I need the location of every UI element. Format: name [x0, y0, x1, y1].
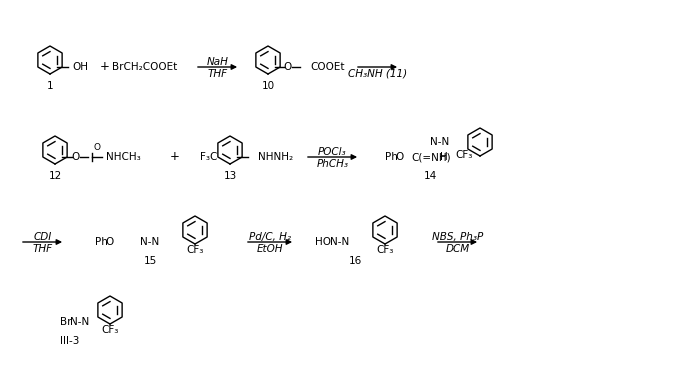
- Text: BrCH₂COOEt: BrCH₂COOEt: [113, 62, 178, 72]
- Text: NHNH₂: NHNH₂: [258, 152, 293, 162]
- Text: 14: 14: [424, 171, 437, 181]
- Text: C(=NH): C(=NH): [411, 152, 451, 162]
- Text: 1: 1: [47, 81, 53, 91]
- Text: Pd/C, H₂
EtOH: Pd/C, H₂ EtOH: [249, 232, 291, 254]
- Text: O: O: [72, 152, 80, 162]
- Text: OH: OH: [72, 62, 88, 72]
- Text: O: O: [94, 142, 101, 152]
- Text: 12: 12: [48, 171, 62, 181]
- Text: N-N: N-N: [71, 317, 89, 327]
- Text: +: +: [100, 60, 110, 73]
- Text: HO: HO: [315, 237, 331, 247]
- Text: Br: Br: [60, 317, 71, 327]
- Text: Ph: Ph: [95, 237, 108, 247]
- Text: CH₃NH (11): CH₃NH (11): [348, 69, 407, 79]
- Text: 13: 13: [224, 171, 237, 181]
- Text: O: O: [284, 62, 292, 72]
- Text: NaH
THF: NaH THF: [207, 57, 229, 79]
- Text: H: H: [440, 152, 448, 162]
- Text: III-3: III-3: [60, 336, 80, 346]
- Text: CF₃: CF₃: [101, 325, 119, 335]
- Text: N-N: N-N: [430, 137, 449, 147]
- Text: CF₃: CF₃: [376, 245, 394, 255]
- Text: 16: 16: [348, 256, 361, 266]
- Text: +: +: [170, 151, 180, 163]
- Text: CF₃: CF₃: [455, 150, 473, 160]
- Text: COOEt: COOEt: [310, 62, 345, 72]
- Text: N-N: N-N: [331, 237, 350, 247]
- Text: Ph: Ph: [385, 152, 398, 162]
- Text: CF₃: CF₃: [187, 245, 203, 255]
- Text: O: O: [106, 237, 114, 247]
- Text: POCl₃
PhCH₃: POCl₃ PhCH₃: [317, 147, 349, 169]
- Text: CDI
THF: CDI THF: [32, 232, 52, 254]
- Text: F₃C: F₃C: [200, 152, 217, 162]
- Text: N-N: N-N: [140, 237, 159, 247]
- Text: NBS, Ph₃P
DCM: NBS, Ph₃P DCM: [432, 232, 483, 254]
- Text: O: O: [395, 152, 403, 162]
- Text: 10: 10: [261, 81, 275, 91]
- Text: 15: 15: [143, 256, 157, 266]
- Text: NHCH₃: NHCH₃: [106, 152, 140, 162]
